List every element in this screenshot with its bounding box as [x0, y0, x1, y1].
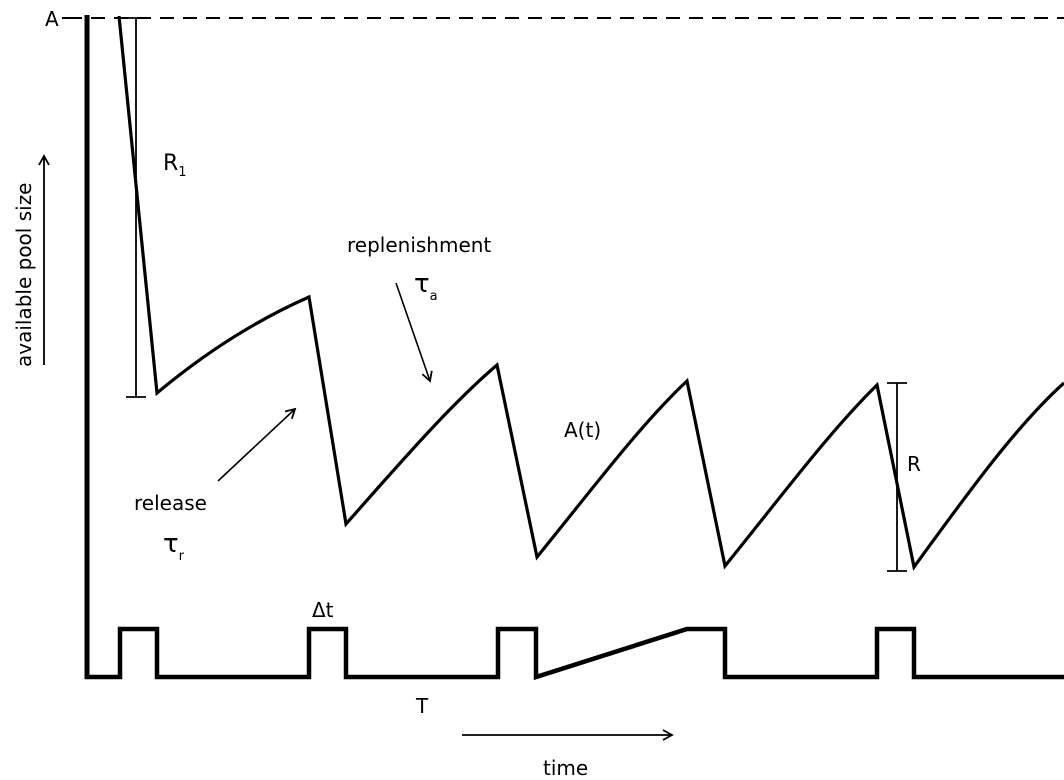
first-release-label: R1	[163, 151, 187, 180]
tau-a-sub: a	[430, 289, 438, 304]
pool-size-curve	[117, 15, 1064, 571]
stimulus-pulse-train	[85, 626, 1064, 681]
period-label: T	[415, 694, 429, 718]
first-release-measure	[126, 17, 146, 398]
release-label: release	[134, 491, 207, 515]
tau-r-label: τr	[163, 529, 185, 564]
tau-a-symbol: τ	[414, 269, 430, 299]
first-release-label-base: R	[163, 151, 178, 176]
first-release-label-sub: 1	[178, 165, 186, 180]
time-label: time	[543, 756, 588, 780]
tau-r-sub: r	[179, 549, 185, 564]
pulse-width-label: Δt	[312, 598, 334, 622]
replenishment-arrow	[395, 282, 433, 383]
replenishment-label: replenishment	[347, 233, 491, 257]
max-level-label: A	[45, 7, 59, 31]
release-arrow	[217, 407, 297, 482]
tau-r-symbol: τ	[163, 529, 179, 559]
y-axis-label: available pool size	[12, 183, 36, 368]
tau-a-label: τa	[414, 269, 438, 304]
release-amount-label: R	[907, 452, 921, 476]
release-amount-measure	[887, 382, 907, 572]
pool-function-label: A(t)	[564, 418, 601, 442]
